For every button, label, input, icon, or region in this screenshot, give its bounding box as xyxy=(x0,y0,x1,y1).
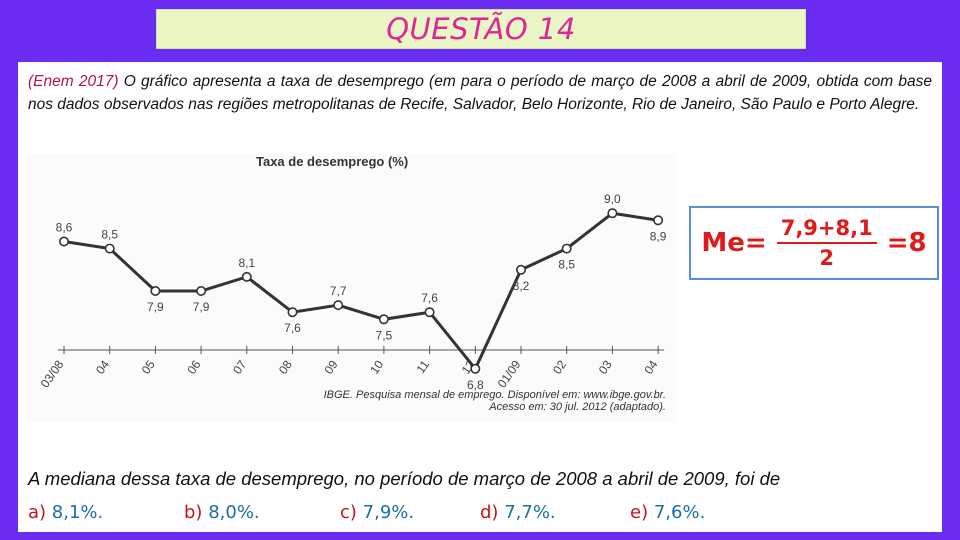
option-b[interactable]: b) 8,0%. xyxy=(184,502,260,523)
data-point xyxy=(653,215,664,226)
question-panel: (Enem 2017) O gráfico apresenta a taxa d… xyxy=(18,62,942,532)
formula-rhs: =8 xyxy=(886,228,927,258)
x-tick-label: 04 xyxy=(93,357,112,376)
chart-source-line-2: Acesso em: 30 jul. 2012 (adaptado). xyxy=(488,401,666,413)
chart-source-line-1: IBGE. Pesquisa mensal de emprego. Dispon… xyxy=(324,389,666,401)
x-tick-label: 06 xyxy=(184,357,203,376)
formula-denominator: 2 xyxy=(819,246,835,270)
data-point xyxy=(241,271,252,282)
option-value: 7,7%. xyxy=(504,502,556,523)
median-formula: Me= 7,9+8,1 2 =8 xyxy=(689,206,939,280)
option-letter: e) xyxy=(630,502,649,523)
data-point xyxy=(58,236,69,247)
x-tick-label: 07 xyxy=(230,357,249,376)
data-label: 8,5 xyxy=(558,258,575,272)
exam-source: (Enem 2017) xyxy=(28,73,119,90)
chart-svg: Taxa de desemprego (%) 03/08 04 05 06 07 08 09… xyxy=(38,154,667,413)
data-point xyxy=(333,300,344,311)
option-letter: a) xyxy=(28,502,47,523)
data-point xyxy=(104,243,115,254)
data-label: 7,6 xyxy=(284,321,301,335)
data-label: 7,5 xyxy=(376,328,393,342)
data-label: 8,1 xyxy=(238,256,255,270)
page-title: QUESTÃO 14 xyxy=(386,12,576,46)
option-d[interactable]: d) 7,7%. xyxy=(480,502,556,523)
data-point xyxy=(196,286,207,297)
option-e[interactable]: e) 7,6%. xyxy=(630,502,705,523)
intro-text: O gráfico apresenta a taxa de desemprego… xyxy=(28,73,932,113)
option-letter: b) xyxy=(184,502,203,523)
x-tick-label: 11 xyxy=(413,357,432,376)
formula-lhs: Me= xyxy=(701,228,767,258)
data-label: 8,9 xyxy=(650,229,667,243)
option-value: 7,6%. xyxy=(653,502,706,523)
data-point xyxy=(287,307,298,318)
option-letter: c) xyxy=(340,502,357,523)
option-value: 8,0%. xyxy=(208,502,260,523)
x-tick-label: 05 xyxy=(139,357,158,376)
data-label: 7,6 xyxy=(421,291,438,305)
data-label: 7,7 xyxy=(330,284,347,298)
data-point xyxy=(470,363,481,374)
chart-title: Taxa de desemprego (%) xyxy=(256,154,408,169)
data-label: 8,6 xyxy=(56,221,73,235)
option-a[interactable]: a) 8,1%. xyxy=(28,502,103,523)
x-tick-label: 04 xyxy=(641,357,660,376)
formula-fraction: 7,9+8,1 2 xyxy=(776,216,877,270)
x-tick-label: 02 xyxy=(550,357,569,376)
option-c[interactable]: c) 7,9%. xyxy=(340,502,414,523)
question-intro: (Enem 2017) O gráfico apresenta a taxa d… xyxy=(28,70,932,116)
x-tick-label: 10 xyxy=(367,357,386,376)
question-text: A mediana dessa taxa de desemprego, no p… xyxy=(28,468,781,489)
option-letter: d) xyxy=(480,502,499,523)
data-point xyxy=(607,208,618,219)
data-point xyxy=(150,286,161,297)
data-point xyxy=(424,307,435,318)
series-line xyxy=(63,211,659,372)
option-value: 8,1%. xyxy=(51,502,104,523)
option-value: 7,9%. xyxy=(362,502,415,523)
unemployment-chart: Taxa de desemprego (%) 03/08 04 05 06 07 08 09… xyxy=(26,154,676,422)
formula-numerator: 7,9+8,1 xyxy=(776,216,877,244)
x-tick-label: 08 xyxy=(276,357,295,376)
answer-options: a) 8,1%. b) 8,0%. c) 7,9%. d) 7,7%. e) 7… xyxy=(28,502,938,528)
x-tick-label: 03/08 xyxy=(38,357,67,390)
x-tick-label: 03 xyxy=(596,357,615,376)
data-point xyxy=(561,243,572,254)
data-point xyxy=(515,264,526,275)
x-tick-label: 09 xyxy=(322,357,341,376)
data-label: 9,0 xyxy=(604,192,621,206)
x-tick-label: 01/09 xyxy=(495,357,524,390)
title-banner: QUESTÃO 14 xyxy=(156,9,806,49)
data-label: 7,9 xyxy=(193,300,210,314)
data-label: 8,5 xyxy=(101,228,118,242)
data-label: 7,9 xyxy=(147,300,164,314)
data-label: 8,2 xyxy=(513,279,530,293)
data-point xyxy=(378,314,389,325)
data-label: 6,8 xyxy=(467,378,484,392)
